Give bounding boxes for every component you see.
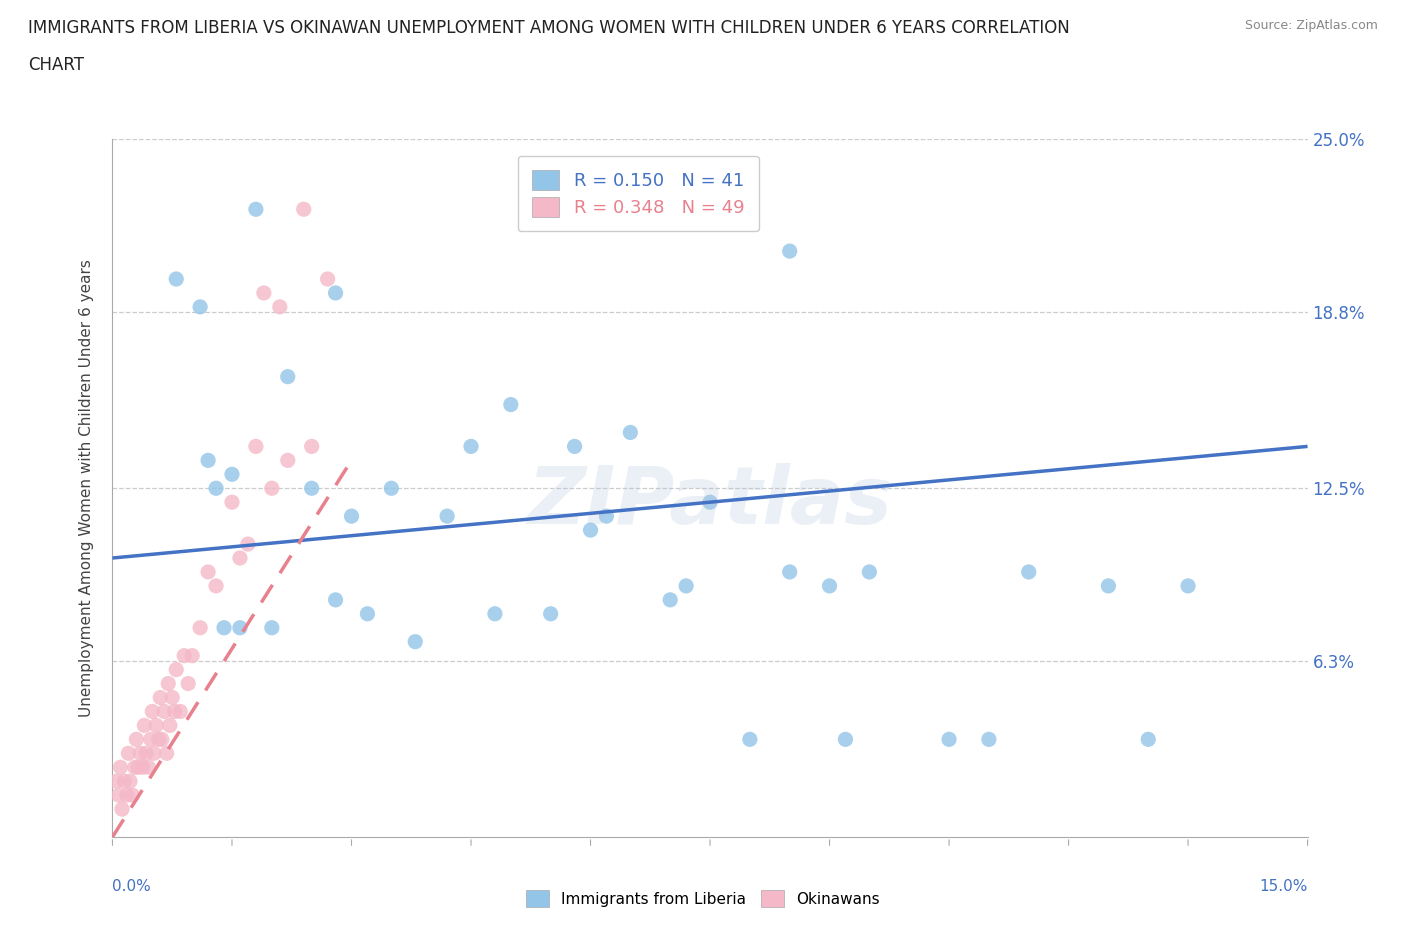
- Point: [236, 537, 259, 551]
- Point: [292, 202, 315, 217]
- Point: [277, 453, 299, 468]
- Point: [149, 690, 172, 705]
- Text: ZIPatlas: ZIPatlas: [527, 463, 893, 541]
- Point: [977, 732, 1000, 747]
- Point: [818, 578, 841, 593]
- Point: [197, 453, 219, 468]
- Point: [277, 369, 299, 384]
- Point: [138, 760, 160, 775]
- Point: [181, 648, 204, 663]
- Point: [380, 481, 402, 496]
- Point: [260, 481, 283, 496]
- Point: [938, 732, 960, 747]
- Point: [111, 802, 134, 817]
- Point: [340, 509, 363, 524]
- Text: 0.0%: 0.0%: [112, 879, 152, 894]
- Point: [564, 439, 586, 454]
- Point: [1097, 578, 1119, 593]
- Point: [127, 760, 149, 775]
- Point: [173, 648, 195, 663]
- Point: [659, 592, 682, 607]
- Point: [118, 774, 141, 789]
- Point: [188, 299, 211, 314]
- Point: [124, 760, 146, 775]
- Point: [499, 397, 522, 412]
- Point: [125, 732, 148, 747]
- Point: [301, 439, 323, 454]
- Point: [212, 620, 235, 635]
- Point: [139, 732, 162, 747]
- Point: [325, 286, 347, 300]
- Point: [779, 565, 801, 579]
- Point: [159, 718, 181, 733]
- Point: [229, 620, 252, 635]
- Point: [325, 592, 347, 607]
- Point: [110, 760, 132, 775]
- Point: [229, 551, 252, 565]
- Point: [245, 202, 267, 217]
- Point: [141, 704, 163, 719]
- Point: [145, 718, 167, 733]
- Point: [540, 606, 562, 621]
- Point: [699, 495, 721, 510]
- Point: [134, 718, 156, 733]
- Point: [269, 299, 291, 314]
- Point: [169, 704, 191, 719]
- Point: [115, 788, 138, 803]
- Point: [117, 746, 139, 761]
- Point: [260, 620, 283, 635]
- Point: [153, 704, 176, 719]
- Text: 15.0%: 15.0%: [1260, 879, 1308, 894]
- Point: [675, 578, 697, 593]
- Text: CHART: CHART: [28, 56, 84, 73]
- Point: [165, 272, 187, 286]
- Point: [460, 439, 482, 454]
- Point: [197, 565, 219, 579]
- Point: [165, 662, 187, 677]
- Point: [142, 746, 165, 761]
- Point: [221, 467, 243, 482]
- Point: [129, 746, 152, 761]
- Point: [156, 746, 179, 761]
- Point: [135, 746, 157, 761]
- Point: [177, 676, 200, 691]
- Point: [148, 732, 170, 747]
- Point: [157, 676, 180, 691]
- Point: [162, 690, 183, 705]
- Point: [834, 732, 856, 747]
- Point: [1018, 565, 1040, 579]
- Point: [108, 788, 131, 803]
- Point: [253, 286, 276, 300]
- Point: [205, 578, 228, 593]
- Point: [858, 565, 880, 579]
- Point: [114, 774, 135, 789]
- Point: [619, 425, 641, 440]
- Point: [779, 244, 801, 259]
- Point: [316, 272, 339, 286]
- Point: [221, 495, 243, 510]
- Point: [132, 760, 155, 775]
- Point: [484, 606, 506, 621]
- Point: [1137, 732, 1160, 747]
- Text: Source: ZipAtlas.com: Source: ZipAtlas.com: [1244, 19, 1378, 32]
- Point: [301, 481, 323, 496]
- Text: IMMIGRANTS FROM LIBERIA VS OKINAWAN UNEMPLOYMENT AMONG WOMEN WITH CHILDREN UNDER: IMMIGRANTS FROM LIBERIA VS OKINAWAN UNEM…: [28, 19, 1070, 36]
- Point: [1177, 578, 1199, 593]
- Point: [163, 704, 186, 719]
- Point: [356, 606, 378, 621]
- Legend: Immigrants from Liberia, Okinawans: Immigrants from Liberia, Okinawans: [520, 884, 886, 913]
- Point: [436, 509, 458, 524]
- Point: [579, 523, 602, 538]
- Point: [188, 620, 211, 635]
- Point: [595, 509, 617, 524]
- Y-axis label: Unemployment Among Women with Children Under 6 years: Unemployment Among Women with Children U…: [79, 259, 94, 717]
- Legend: R = 0.150   N = 41, R = 0.348   N = 49: R = 0.150 N = 41, R = 0.348 N = 49: [517, 155, 759, 232]
- Point: [205, 481, 228, 496]
- Point: [150, 732, 173, 747]
- Point: [105, 774, 128, 789]
- Point: [404, 634, 426, 649]
- Point: [121, 788, 143, 803]
- Point: [245, 439, 267, 454]
- Point: [738, 732, 761, 747]
